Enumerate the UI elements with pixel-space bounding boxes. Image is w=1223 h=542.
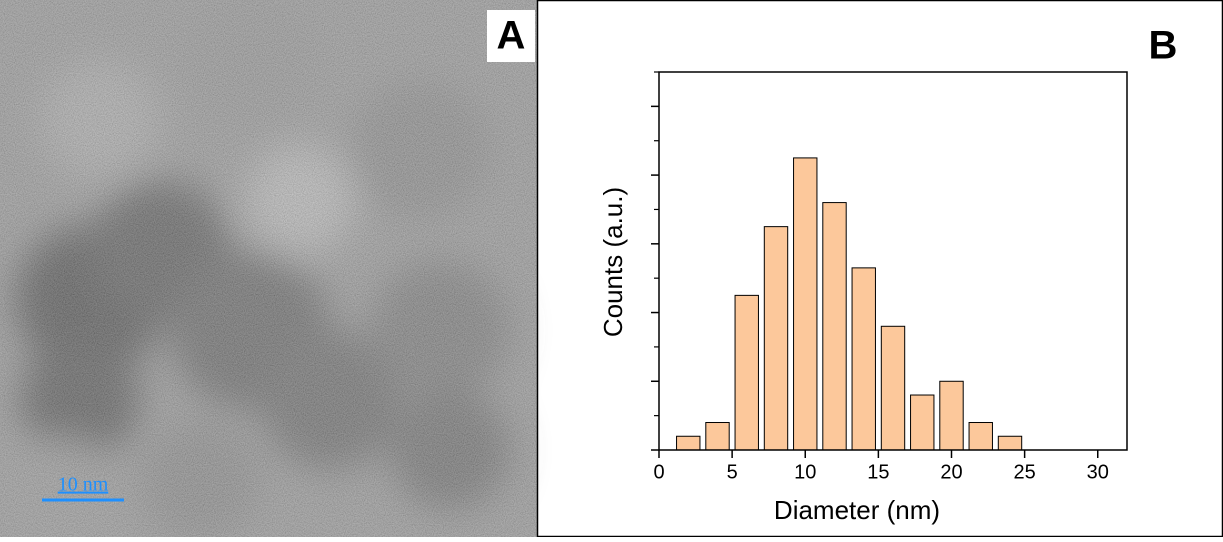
- bar: [939, 380, 964, 451]
- x-tick-label: 10: [794, 461, 816, 483]
- x-tick-label: 30: [1087, 461, 1109, 483]
- bar: [910, 394, 935, 451]
- x-tick-label: 5: [727, 461, 738, 483]
- panel-label: A: [497, 14, 526, 58]
- bar: [793, 157, 818, 451]
- x-axis-label: Diameter (nm): [774, 495, 940, 525]
- x-tick-label: 0: [653, 461, 664, 483]
- bar: [676, 435, 701, 451]
- panel-border: [536, 0, 1223, 538]
- bar: [880, 325, 906, 451]
- tem-image: A 10 nm: [0, 0, 537, 542]
- bar: [997, 435, 1023, 451]
- scale-bar-label: 10 nm: [58, 474, 109, 496]
- x-tick-label: 20: [940, 461, 962, 483]
- bar: [851, 267, 876, 451]
- x-tick-label: 15: [867, 461, 889, 483]
- y-axis-label: Counts (a.u.): [598, 187, 628, 337]
- x-tick-label: 25: [1014, 461, 1036, 483]
- bar: [822, 202, 847, 451]
- panel-label: B: [1149, 24, 1178, 68]
- label-box: [487, 10, 535, 62]
- plot-frame: [658, 71, 1128, 451]
- bar: [705, 422, 730, 451]
- bar: [734, 294, 759, 451]
- bar: [763, 226, 789, 451]
- bar: [968, 422, 993, 451]
